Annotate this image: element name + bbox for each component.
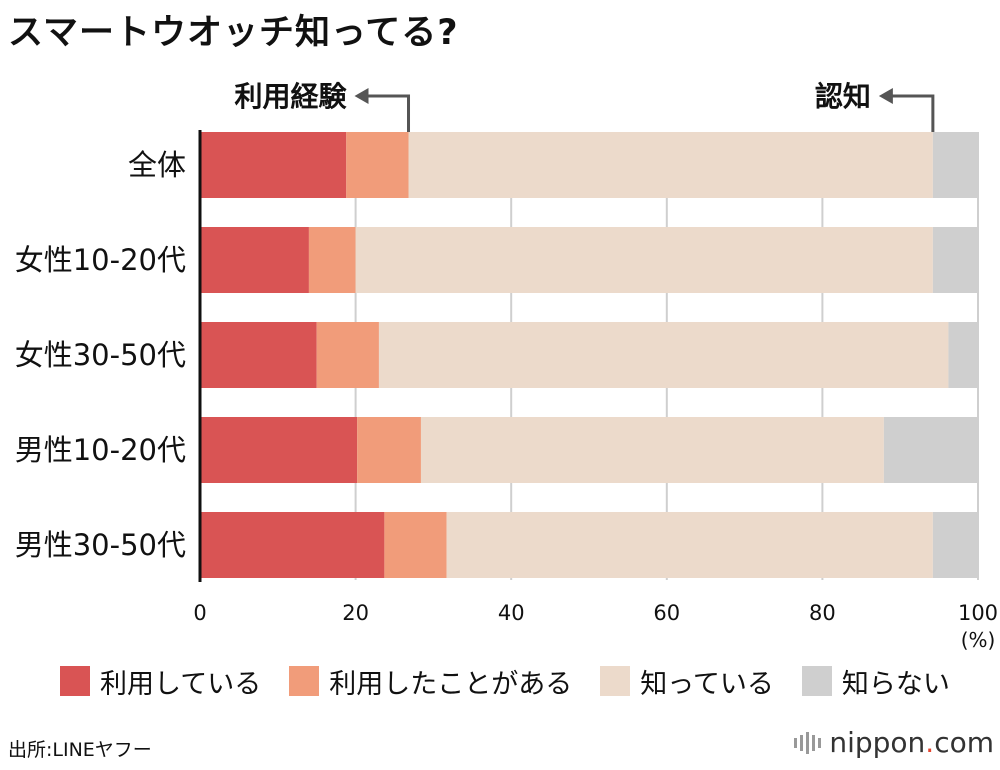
legend-label: 知らない xyxy=(841,668,950,700)
bar-segment xyxy=(200,227,309,293)
bar-segment xyxy=(883,417,978,483)
bar-segment xyxy=(384,512,447,578)
x-tick-label: 40 xyxy=(498,601,525,625)
bar-segment xyxy=(932,512,978,578)
legend-item-know: 知っている xyxy=(600,662,774,701)
legend-item-using: 利用している xyxy=(60,662,261,701)
bar-segment xyxy=(316,322,379,388)
category-label: 男性10-20代 xyxy=(15,433,186,467)
bar-segment xyxy=(378,322,949,388)
category-label: 女性10-20代 xyxy=(15,243,186,277)
bar-segment xyxy=(420,417,884,483)
bar-segment xyxy=(408,132,933,198)
x-tick-label: 60 xyxy=(653,601,680,625)
x-unit-label: (%) xyxy=(961,628,996,652)
x-tick-label: 20 xyxy=(342,601,369,625)
bar-segment xyxy=(200,322,317,388)
brand-dot: . xyxy=(925,726,935,759)
annotations: 利用経験 認知 xyxy=(234,80,935,132)
legend-item-used-before: 利用したことがある xyxy=(289,662,572,701)
category-label: 女性30-50代 xyxy=(15,338,186,372)
annotation-arrowhead xyxy=(878,88,893,104)
bar-segment xyxy=(200,417,358,483)
category-label: 全体 xyxy=(128,148,186,182)
annotation-label: 認知 xyxy=(815,80,871,113)
bars xyxy=(200,132,978,578)
category-label: 男性30-50代 xyxy=(15,528,186,562)
stacked-bar-chart: 0 20 40 60 80 100 (%) 全体女性10-20代女性30-50代男性10-20… xyxy=(15,80,998,652)
annotation-arrowhead xyxy=(354,88,369,104)
annotation-arrow xyxy=(366,94,411,132)
legend-item-dont-know: 知らない xyxy=(801,662,950,701)
bar-segment xyxy=(308,227,356,293)
bar-segment xyxy=(948,322,978,388)
legend-label: 知っている xyxy=(640,668,774,700)
bar-segment xyxy=(355,227,933,293)
legend-swatch xyxy=(600,666,631,696)
bar-segment xyxy=(932,227,978,293)
legend: 利用している 利用したことがある 知っている 知らない xyxy=(60,662,950,701)
legend-swatch xyxy=(60,666,90,696)
legend-swatch xyxy=(289,666,320,696)
bar-segment xyxy=(200,132,347,198)
brand-suffix: com xyxy=(934,726,994,759)
legend-label: 利用している xyxy=(100,668,262,700)
brand-logo: nippon. com xyxy=(794,726,994,759)
annotation-arrow xyxy=(890,94,935,132)
x-tick-label: 80 xyxy=(809,601,836,625)
axes: 0 20 40 60 80 100 (%) 全体女性10-20代女性30-50代男性10-20… xyxy=(15,130,998,652)
brand-bars-icon xyxy=(794,731,822,754)
x-tick-label: 0 xyxy=(193,601,206,625)
source-note: 出所:LINEヤフー xyxy=(8,739,152,761)
brand-name: nippon xyxy=(829,726,926,759)
bar-segment xyxy=(932,132,978,198)
bar-segment xyxy=(200,512,385,578)
x-tick-label: 100 xyxy=(958,601,998,625)
bar-segment xyxy=(357,417,421,483)
legend-swatch xyxy=(801,666,832,696)
annotation-label: 利用経験 xyxy=(234,80,347,113)
bar-segment xyxy=(346,132,409,198)
bar-segment xyxy=(446,512,933,578)
legend-label: 利用したことがある xyxy=(329,668,573,700)
chart-title: スマートウオッチ知ってる? xyxy=(8,13,459,53)
